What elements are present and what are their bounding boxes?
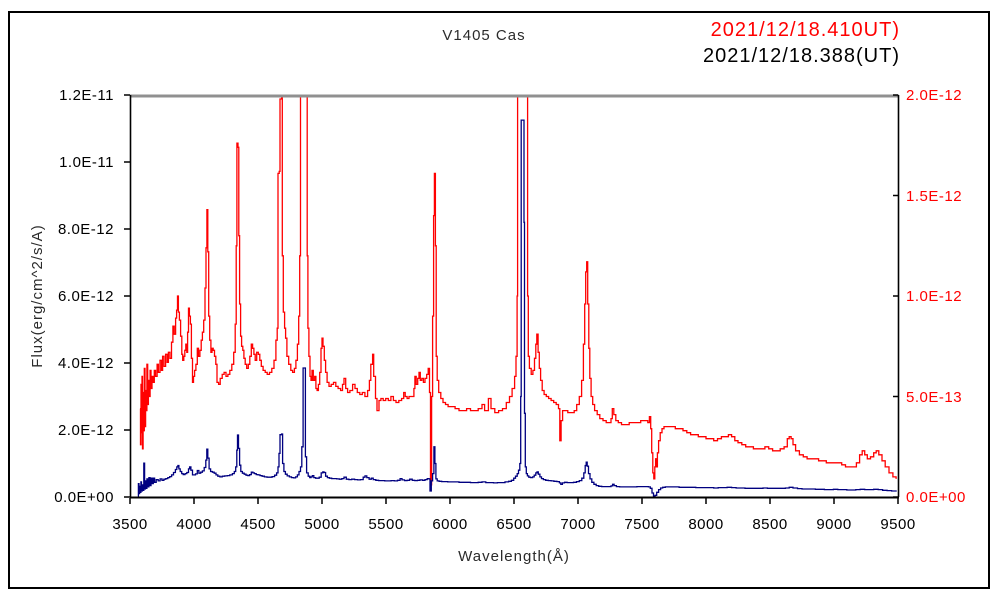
legend-date-black: 2021/12/18.388(UT) bbox=[702, 45, 900, 67]
x-tick-label: 4500 bbox=[240, 516, 276, 533]
right-tick-label: 1.0E-12 bbox=[906, 288, 963, 305]
x-axis-title: Wavelength(Å) bbox=[458, 548, 570, 565]
x-tick-label: 8500 bbox=[752, 516, 788, 533]
left-tick-label: 2.0E-12 bbox=[57, 422, 114, 439]
series-blue bbox=[137, 119, 897, 497]
x-tick-label: 7500 bbox=[624, 516, 660, 533]
legend: 2021/12/18.410UT) 2021/12/18.388(UT) bbox=[500, 17, 900, 69]
series-red bbox=[139, 95, 897, 486]
left-tick-label: 0.0E+00 bbox=[54, 489, 114, 506]
chart-title: V1405 Cas bbox=[442, 27, 526, 44]
left-tick-label: 6.0E-12 bbox=[57, 288, 114, 305]
right-tick-label: 0.0E+00 bbox=[906, 489, 966, 506]
right-tick-label: 5.0E-13 bbox=[906, 388, 963, 406]
left-tick-label: 1.2E-11 bbox=[59, 87, 114, 104]
left-tick-label: 4.0E-12 bbox=[57, 355, 114, 372]
x-tick-label: 4000 bbox=[176, 516, 212, 533]
x-tick-label: 3500 bbox=[112, 516, 148, 533]
x-tick-label: 6000 bbox=[432, 516, 468, 533]
legend-date-red: 2021/12/18.410UT) bbox=[710, 19, 900, 41]
x-tick-label: 7000 bbox=[560, 516, 596, 533]
x-tick-label: 9000 bbox=[816, 516, 852, 533]
left-tick-label: 8.0E-12 bbox=[57, 221, 114, 238]
x-tick-label: 5000 bbox=[304, 516, 340, 533]
x-tick-label: 6500 bbox=[496, 516, 532, 533]
right-tick-label: 1.5E-12 bbox=[906, 187, 963, 205]
x-tick-label: 9500 bbox=[880, 516, 916, 533]
x-tick-label: 8000 bbox=[688, 516, 724, 533]
left-tick-label: 1.0E-11 bbox=[59, 154, 114, 171]
figure-border bbox=[8, 11, 990, 589]
right-tick-label: 2.0E-12 bbox=[906, 87, 963, 104]
x-tick-label: 5500 bbox=[368, 516, 404, 533]
